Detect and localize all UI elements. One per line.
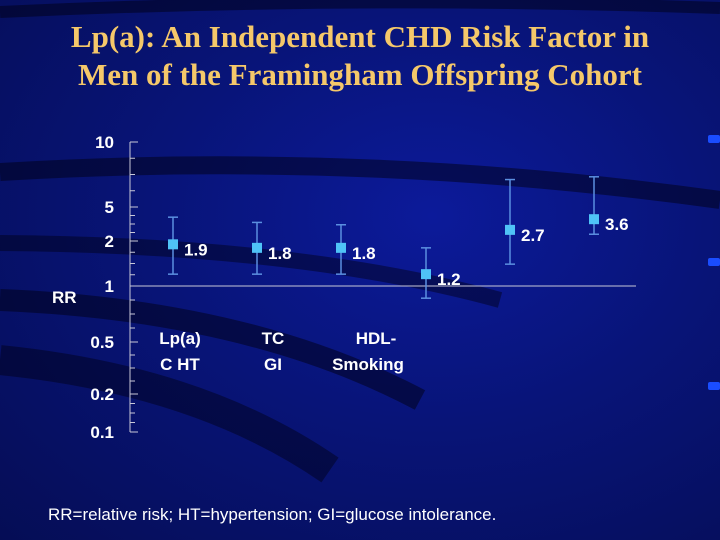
background-swoosh: [0, 0, 720, 18]
y-tick-label: 1: [105, 277, 114, 296]
title-line-1: Lp(a): An Independent CHD Risk Factor in: [70, 19, 650, 54]
data-point: [168, 239, 178, 250]
title-line-2: Men of the Framingham Offspring Cohort: [78, 57, 642, 92]
data-label: 3.6: [605, 215, 629, 234]
y-tick-label: 5: [105, 198, 114, 217]
category-label: Smoking: [332, 355, 404, 374]
data-label: 1.8: [352, 244, 376, 263]
data-point: [421, 269, 431, 280]
data-point: [252, 242, 262, 253]
category-label: HDL-: [356, 329, 397, 348]
category-label: Lp(a): [159, 329, 201, 348]
edge-decoration: [708, 382, 720, 390]
y-tick-label: 0.2: [90, 385, 114, 404]
data-label: 2.7: [521, 226, 545, 245]
y-tick-label: 10: [95, 133, 114, 152]
category-label: GI: [264, 355, 282, 374]
slide-title: Lp(a): An Independent CHD Risk Factor in…: [0, 18, 720, 94]
background-swoosh: [0, 289, 426, 410]
edge-decoration: [708, 135, 720, 143]
background-swoosh: [0, 345, 339, 483]
y-axis-label: RR: [52, 288, 77, 307]
edge-decoration: [708, 258, 720, 266]
y-tick-label: 0.5: [90, 333, 114, 352]
data-label: 1.2: [437, 270, 461, 289]
y-tick-label: 0.1: [90, 423, 114, 442]
data-point: [589, 214, 599, 225]
data-point: [336, 242, 346, 253]
data-point: [505, 224, 515, 235]
data-label: 1.9: [184, 240, 208, 259]
category-label: C HT: [160, 355, 200, 374]
footnote: RR=relative risk; HT=hypertension; GI=gl…: [48, 505, 497, 524]
background-swoosh: [0, 156, 720, 209]
category-label: TC: [262, 329, 285, 348]
y-tick-label: 2: [105, 232, 114, 251]
data-label: 1.8: [268, 244, 292, 263]
